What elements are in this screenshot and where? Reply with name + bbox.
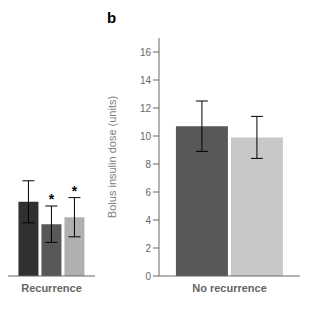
html-text:b: b xyxy=(107,9,117,26)
svg-text:10: 10 xyxy=(140,131,152,142)
svg-text:8: 8 xyxy=(145,159,151,170)
svg-text:*: * xyxy=(72,183,78,199)
svg-text:No recurrence: No recurrence xyxy=(192,282,267,294)
svg-text:2: 2 xyxy=(145,243,151,254)
svg-text:4: 4 xyxy=(145,215,151,226)
svg-text:0: 0 xyxy=(145,271,151,282)
svg-text:*: * xyxy=(49,191,55,207)
svg-text:6: 6 xyxy=(145,187,151,198)
svg-text:16: 16 xyxy=(140,47,152,58)
svg-text:12: 12 xyxy=(140,103,152,114)
svg-text:Recurrence: Recurrence xyxy=(21,282,82,294)
svg-text:14: 14 xyxy=(140,75,152,86)
svg-text:Bolus insulin dose (units): Bolus insulin dose (units) xyxy=(106,96,118,218)
